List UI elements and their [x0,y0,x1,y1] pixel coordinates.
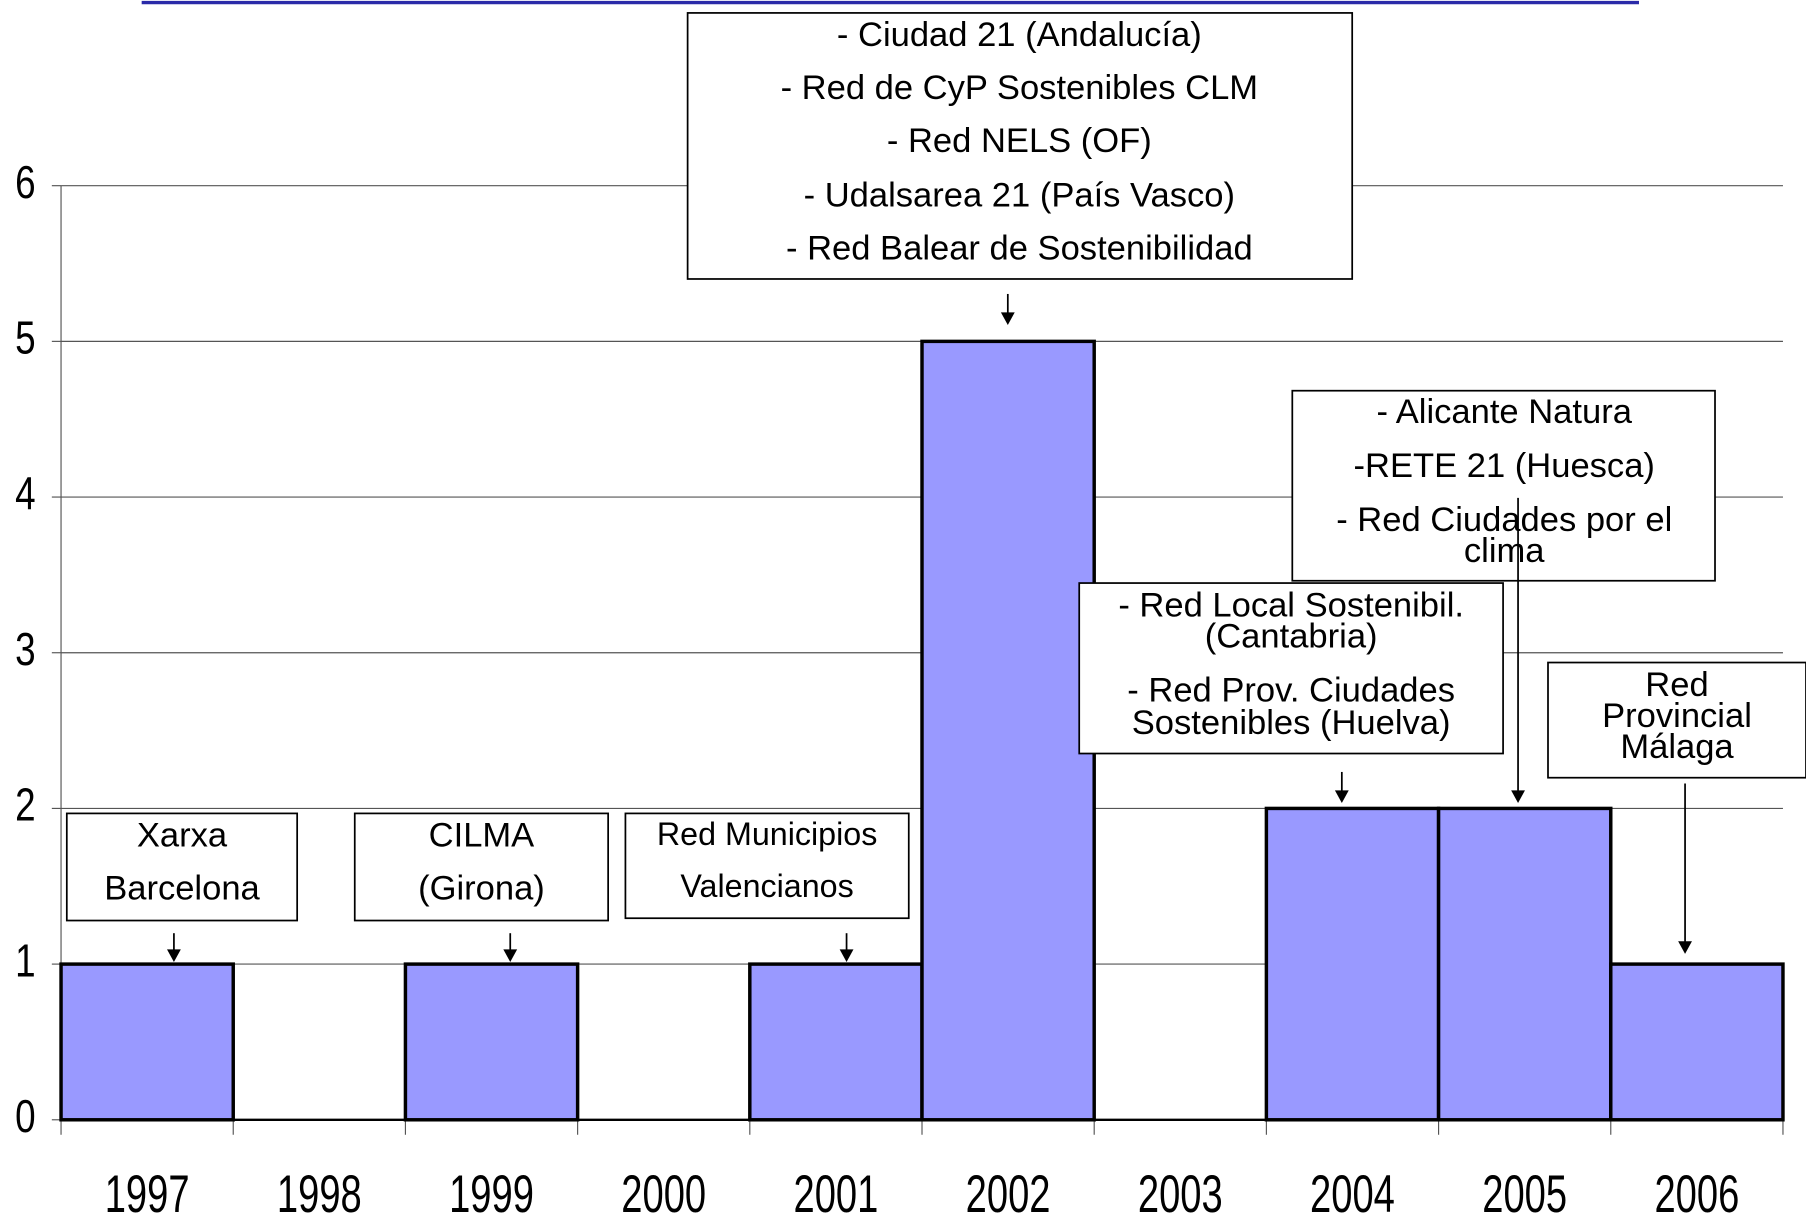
annotation-text: - Red Ciudades por el [1336,501,1672,539]
arrow-head [167,949,181,962]
annotation-text: (Girona) [418,870,545,908]
annotation-box [65,812,299,922]
x-tick-label: 2000 [621,1164,706,1224]
annotation-text: Barcelona [104,870,260,908]
annotation-box [1078,582,1504,755]
x-tick-label: 2003 [1138,1164,1223,1224]
y-tick-label: 0 [15,1090,35,1142]
arrow-head [1334,790,1349,804]
annotation-text: - Red NELS (OF) [887,122,1152,160]
annotation-text: Provincial [1602,697,1752,735]
bar [1264,806,1441,1122]
x-tick-label: 2001 [793,1164,878,1224]
x-tick-label: 2004 [1310,1164,1395,1224]
arrow-head [1678,941,1692,954]
x-tick-label: 2006 [1654,1164,1739,1224]
bar [920,339,1096,1122]
arrow-head [1000,312,1015,326]
y-tick-label: 1 [15,934,35,986]
annotation-text: - Ciudad 21 (Andalucía) [837,16,1202,54]
bar [1436,806,1613,1122]
x-tick-label: 1997 [105,1164,190,1224]
bar [403,962,580,1122]
y-tick-label: 2 [15,779,35,831]
arrow-head [1511,790,1525,804]
annotation-text: CILMA [429,817,535,855]
annotation-text: - Red de CyP Sostenibles CLM [781,69,1258,107]
annotation-text: Valencianos [680,868,853,904]
x-tick-label: 1998 [277,1164,362,1224]
bar [1609,962,1785,1122]
annotation-box [1547,661,1806,779]
y-tick-label: 5 [15,312,35,364]
bar [748,962,924,1122]
annotation-text: - Red Local Sostenibil. [1118,586,1464,624]
annotation-text: - Alicante Natura [1377,393,1633,431]
y-tick-label: 4 [15,467,35,519]
y-tick-label: 3 [15,623,35,675]
annotation-text: (Cantabria) [1205,617,1378,655]
annotation-text: Red [1645,666,1708,704]
x-tick-label: 2002 [966,1164,1051,1224]
arrow-head [839,949,854,962]
bar [59,962,235,1122]
annotation-text: Xarxa [137,817,228,855]
annotation-box [624,812,910,920]
annotation-box [1291,389,1716,582]
annotation-text: - Udalsarea 21 (País Vasco) [804,176,1235,214]
annotation-text: -RETE 21 (Huesca) [1354,447,1655,485]
annotation-text: Málaga [1620,728,1734,766]
annotation-text: Red Municipios [657,816,877,852]
x-tick-label: 1999 [449,1164,534,1224]
x-tick-label: 2005 [1482,1164,1567,1224]
y-tick-label: 6 [15,156,35,208]
annotation-box [686,12,1354,280]
annotation-box [353,812,610,922]
annotation-text: Sostenibles (Huelva) [1132,704,1451,742]
annotation-text: - Red Prov. Ciudades [1127,672,1455,710]
annotation-text: - Red Balear de Sostenibilidad [786,229,1253,267]
annotation-text: clima [1464,532,1545,570]
arrow-head [503,949,518,962]
